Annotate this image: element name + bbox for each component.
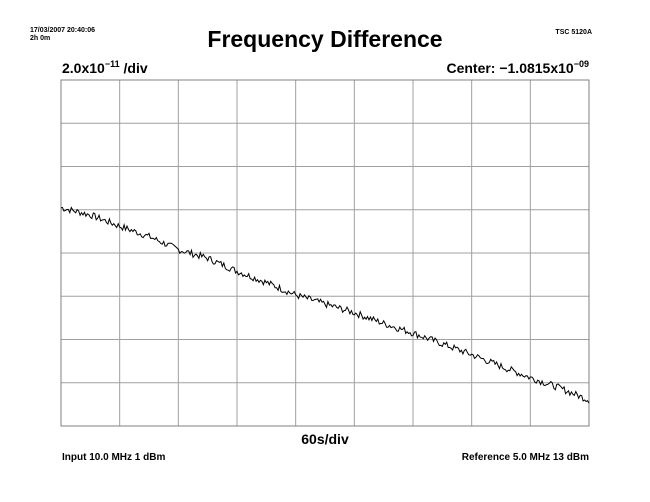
frequency-trace xyxy=(60,206,590,404)
scale-mantissa: 2.0x10 xyxy=(62,60,105,76)
plot-grid xyxy=(61,80,589,426)
chart-title: Frequency Difference xyxy=(207,26,443,52)
timestamp: 17/03/2007 20:40:06 xyxy=(30,27,95,34)
scale-suffix: /div xyxy=(119,60,148,76)
duration: 2h 0m xyxy=(30,35,51,42)
center-exponent: −09 xyxy=(573,59,589,69)
input-info: Input 10.0 MHz 1 dBm xyxy=(62,452,166,463)
scale-exponent: −11 xyxy=(104,59,120,69)
x-axis-label: 60s/div xyxy=(301,431,349,447)
reference-info: Reference 5.0 MHz 13 dBm xyxy=(461,452,589,463)
center-prefix: Center: −1.0815x10 xyxy=(446,60,574,76)
vertical-scale: 2.0x10−11 /div xyxy=(62,59,148,76)
instrument-model: TSC 5120A xyxy=(555,29,592,36)
plot-frame xyxy=(60,79,590,427)
center-value: Center: −1.0815x10−09 xyxy=(446,59,589,76)
